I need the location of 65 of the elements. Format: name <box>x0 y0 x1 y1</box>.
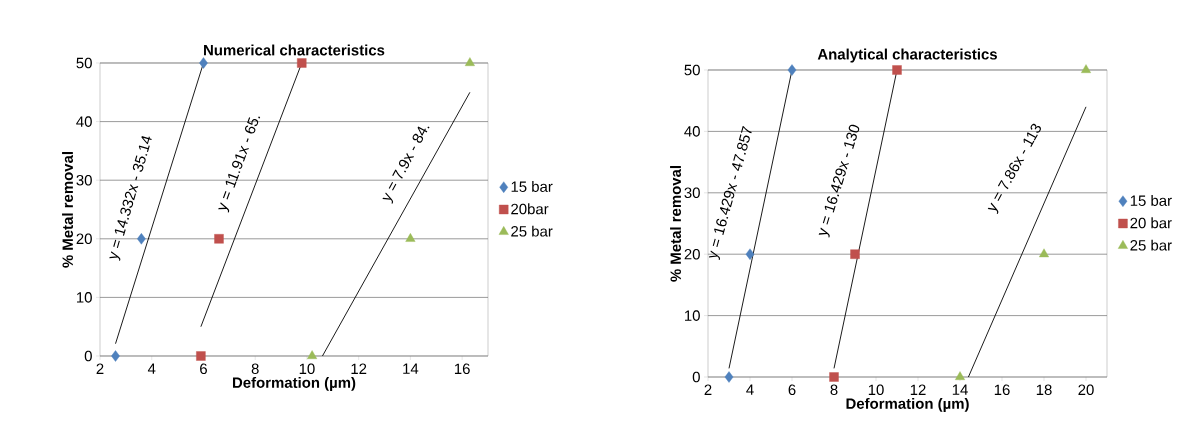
x-tick-label: 2 <box>704 384 712 395</box>
y-axis-title: % Metal removal <box>62 152 74 268</box>
point <box>1039 248 1049 258</box>
y-tick-label: 40 <box>684 126 700 137</box>
point <box>787 64 797 76</box>
point <box>111 350 120 362</box>
x-tick-label: 6 <box>200 363 207 375</box>
x-tick-label: 10 <box>868 384 884 396</box>
annotation: y = 7.9x - 84. <box>382 126 430 204</box>
y-tick-label: 50 <box>684 64 700 76</box>
point <box>955 371 965 380</box>
y-tick-label: 30 <box>684 187 700 199</box>
x-tick-label: 6 <box>788 384 796 396</box>
x-axis-title: Deformation (µm) <box>233 376 356 391</box>
point <box>1081 64 1091 73</box>
point <box>829 372 839 382</box>
x-tick-label: 4 <box>147 363 156 374</box>
y-tick-label: 20 <box>76 233 92 245</box>
y-axis-title: % Metal removal <box>670 166 682 282</box>
x-tick-label: 8 <box>830 384 838 396</box>
x-tick-label: 2 <box>96 363 104 374</box>
x-tick-label: 16 <box>454 363 470 375</box>
legend-label: 25 bar <box>1130 239 1172 251</box>
point <box>196 351 206 361</box>
y-tick-label: 50 <box>76 57 92 69</box>
x-tick-label: 12 <box>351 363 367 374</box>
legend-label: 25 bar <box>511 225 553 237</box>
legend-label: 15 bar <box>1130 195 1172 206</box>
x-tick-label: 4 <box>746 384 754 395</box>
legend-label: 15 bar <box>511 181 553 192</box>
y-tick-label: 10 <box>77 292 92 303</box>
annotation: y = 11.91x - 65. <box>218 116 261 213</box>
x-tick-label: 14 <box>952 384 968 395</box>
y-tick-label: 0 <box>84 350 92 362</box>
annotation: y = 14.332x - 35.14 <box>109 136 152 261</box>
point <box>892 65 902 75</box>
x-tick-label: 20 <box>1078 384 1094 396</box>
x-tick-label: 18 <box>1036 384 1052 396</box>
legend-label: 20bar <box>511 203 549 215</box>
chart-title: Numerical characteristics <box>204 44 385 56</box>
y-tick-label: 30 <box>76 174 92 186</box>
point <box>745 248 755 260</box>
point <box>464 57 475 66</box>
y-tick-label: 20 <box>684 248 700 260</box>
y-tick-label: 40 <box>76 116 92 127</box>
legend-label: 20 bar <box>1130 217 1172 229</box>
x-tick-label: 8 <box>251 363 259 375</box>
y-tick-label: 0 <box>692 371 700 383</box>
x-tick-label: 16 <box>994 384 1010 396</box>
point <box>199 57 208 69</box>
point <box>307 350 318 359</box>
point <box>297 58 307 68</box>
x-tick-label: 12 <box>910 384 926 395</box>
chart-title: Analytical characteristics <box>817 48 997 63</box>
point <box>724 371 734 383</box>
y-tick-label: 10 <box>685 310 700 321</box>
point <box>214 234 224 244</box>
point <box>137 233 146 245</box>
x-tick-label: 10 <box>299 363 315 375</box>
annotation: y = 16.429x - 47.857 <box>708 125 752 260</box>
point <box>850 249 860 259</box>
point <box>405 233 416 242</box>
annotation: y = 16.429x - 130 <box>818 124 860 238</box>
x-tick-label: 14 <box>403 363 419 374</box>
x-axis-title: Deformation (µm) <box>846 397 969 412</box>
